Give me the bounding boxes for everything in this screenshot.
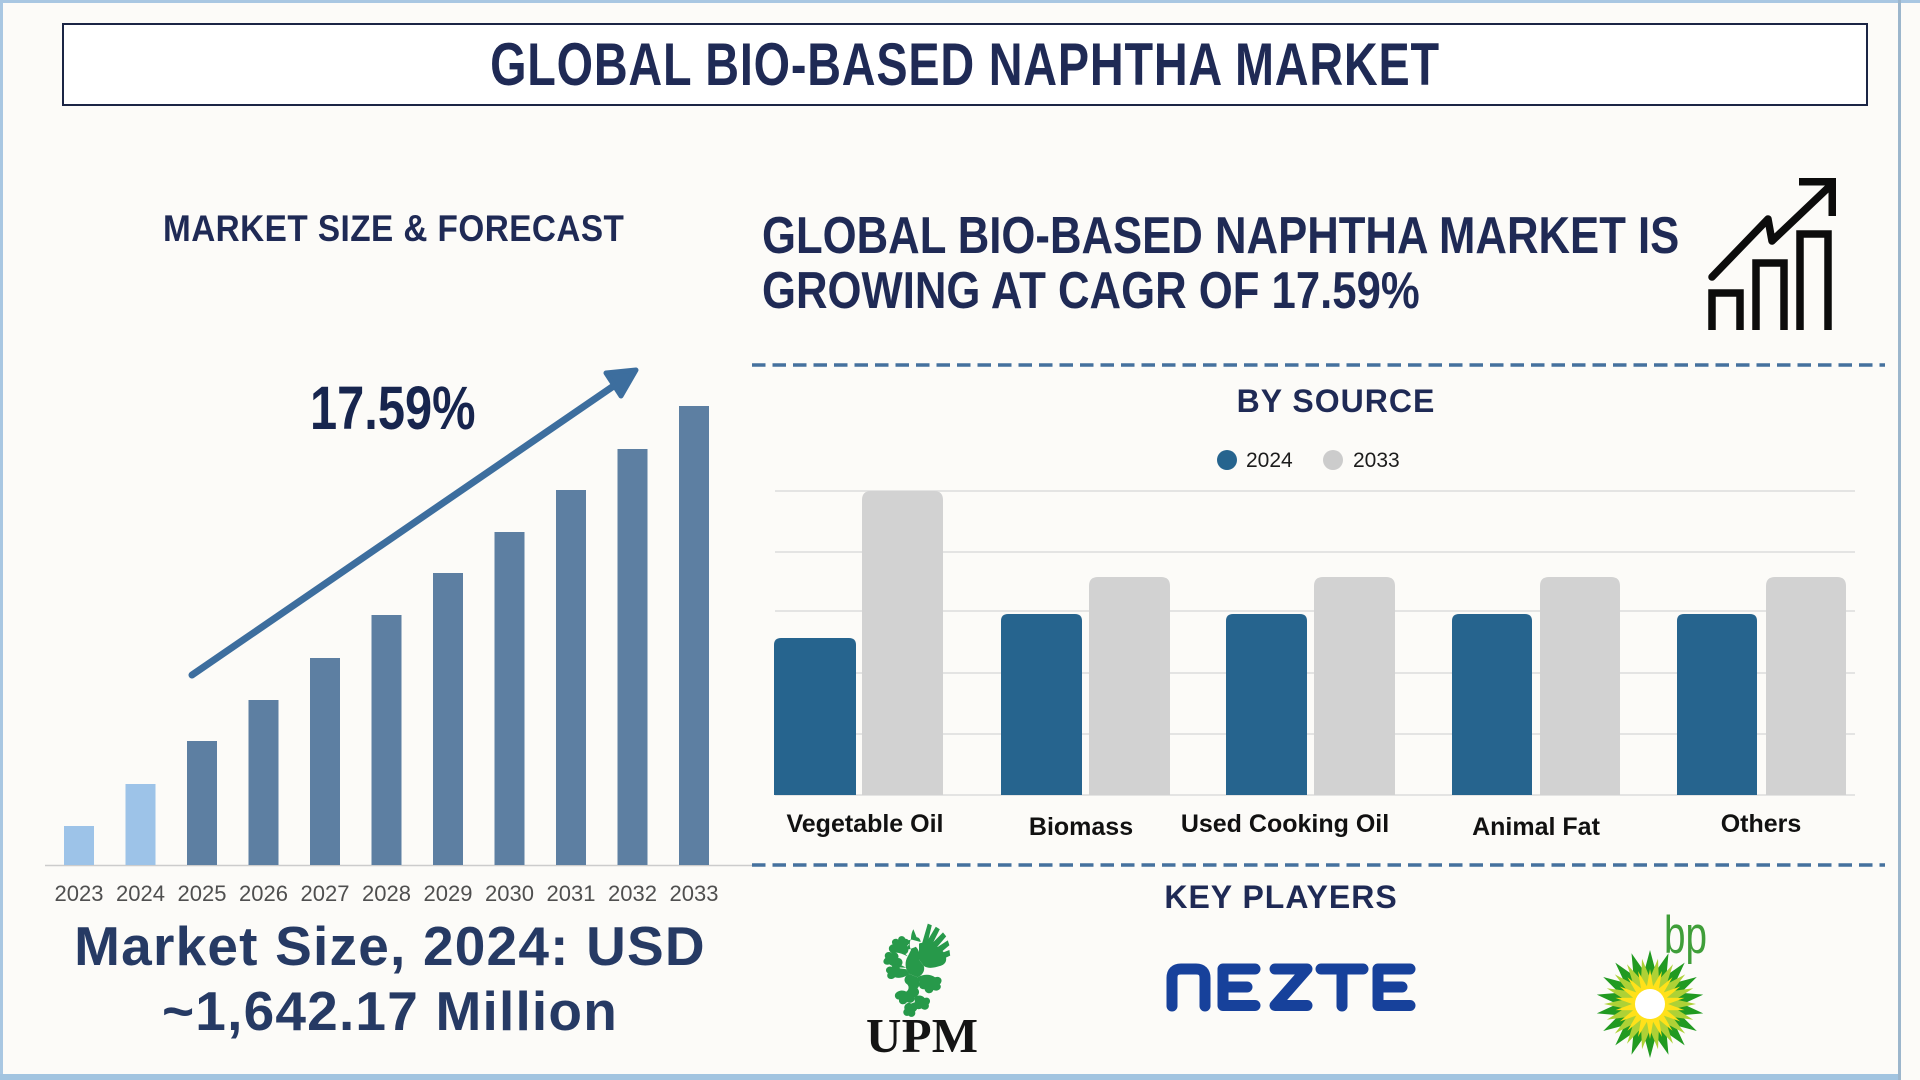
svg-text:2027: 2027: [301, 881, 350, 906]
svg-text:2026: 2026: [239, 881, 288, 906]
svg-text:Animal Fat: Animal Fat: [1472, 813, 1600, 841]
svg-text:Biomass: Biomass: [1029, 813, 1133, 841]
svg-text:2030: 2030: [485, 881, 534, 906]
svg-text:2031: 2031: [547, 881, 596, 906]
svg-text:bp: bp: [1664, 906, 1707, 965]
svg-text:Used Cooking Oil: Used Cooking Oil: [1181, 810, 1389, 838]
svg-text:2025: 2025: [178, 881, 227, 906]
svg-text:2024: 2024: [116, 881, 165, 906]
svg-text:2023: 2023: [55, 881, 104, 906]
svg-text:2029: 2029: [424, 881, 473, 906]
svg-text:2032: 2032: [608, 881, 657, 906]
svg-text:Others: Others: [1721, 810, 1802, 838]
svg-text:Vegetable Oil: Vegetable Oil: [786, 810, 943, 838]
svg-text:2033: 2033: [670, 881, 719, 906]
svg-text:2024: 2024: [1246, 449, 1293, 472]
svg-text:2028: 2028: [362, 881, 411, 906]
svg-text:2033: 2033: [1353, 449, 1400, 472]
svg-text:UPM: UPM: [866, 1008, 978, 1060]
